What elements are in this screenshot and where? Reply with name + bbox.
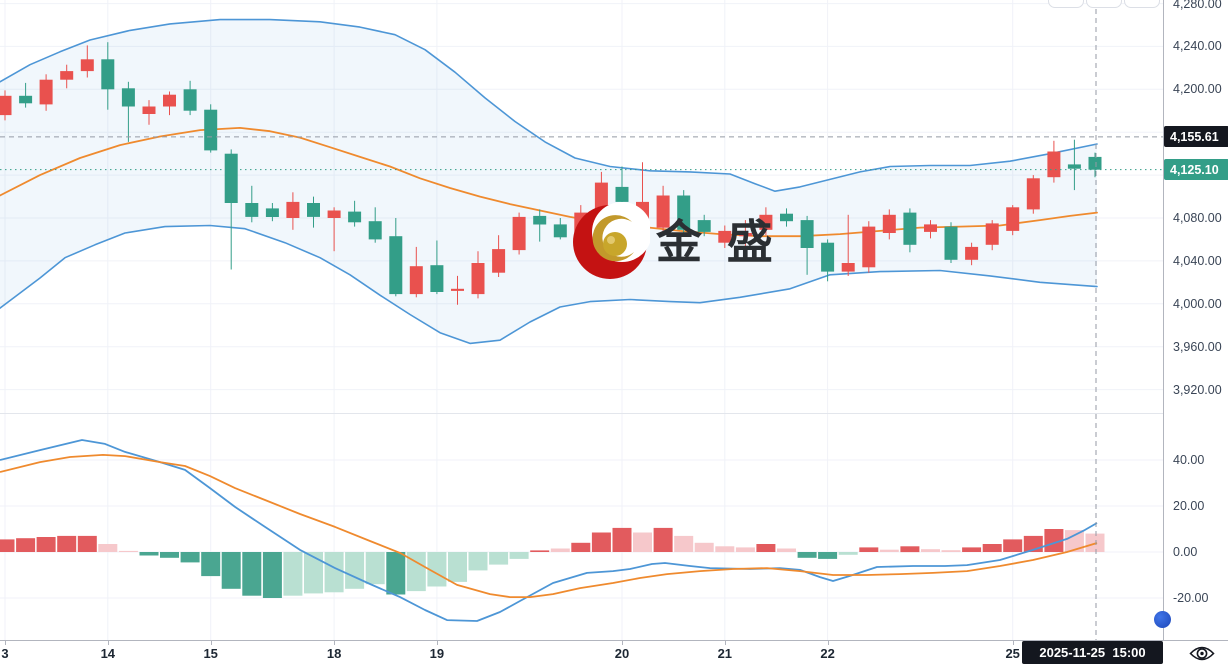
toolbar-button-3[interactable] bbox=[1124, 0, 1160, 8]
time-axis-tick bbox=[724, 641, 726, 645]
price-axis-label: 4,080.00 bbox=[1173, 211, 1222, 225]
time-axis-label: 19 bbox=[429, 646, 445, 661]
price-axis-label: 4,000.00 bbox=[1173, 296, 1222, 311]
price-axis-label: 3,960.00 bbox=[1173, 339, 1222, 354]
crosshair-time-value: 2025-11-25 15:00 bbox=[1039, 645, 1146, 660]
bollinger-band-fill bbox=[0, 19, 1097, 344]
time-axis-tick bbox=[622, 641, 623, 645]
price-axis-label: 4,280.00 bbox=[1173, 0, 1222, 11]
time-axis-label: 3 bbox=[1, 646, 9, 661]
toolbar-button-1[interactable] bbox=[1048, 0, 1084, 8]
macd-axis-label: 0.00 bbox=[1173, 545, 1198, 559]
macd-histogram bbox=[0, 527, 1105, 598]
price-axis-label: 4,240.00 bbox=[1173, 39, 1222, 54]
last-price-value: 4,125.10 bbox=[1170, 162, 1219, 177]
candlestick-series bbox=[0, 42, 1102, 305]
time-axis-tick bbox=[210, 641, 212, 645]
time-axis-tick bbox=[5, 641, 6, 645]
time-axis-tick bbox=[107, 641, 109, 645]
time-axis-label: 20 bbox=[614, 646, 630, 661]
chart-canvas[interactable] bbox=[0, 0, 1163, 640]
price-axis-label: 4,200.00 bbox=[1173, 82, 1222, 97]
time-axis-label: 18 bbox=[326, 646, 342, 661]
bollinger-upper-line bbox=[0, 18, 1098, 192]
macd-axis-label: 40.00 bbox=[1173, 453, 1205, 467]
macd-dea-line bbox=[0, 453, 1098, 598]
price-axis[interactable]: 4,155.61 4,125.10 4,280.00 4,240.00 4,200.… bbox=[1163, 0, 1228, 640]
last-price-badge: 4,125.10 bbox=[1164, 159, 1228, 181]
time-axis-tick bbox=[436, 641, 438, 645]
time-axis-label: 15 bbox=[203, 646, 218, 661]
bollinger-lower-line bbox=[0, 224, 1098, 345]
crosshair-price-value: 4,155.61 bbox=[1170, 129, 1219, 144]
crosshair-time-badge: 2025-11-25 15:00 bbox=[1022, 641, 1163, 664]
crosshair-price-badge: 4,155.61 bbox=[1164, 126, 1228, 148]
time-axis-label: 25 bbox=[1005, 646, 1020, 661]
toolbar-button-2[interactable] bbox=[1086, 0, 1122, 8]
time-axis-label: 22 bbox=[820, 646, 835, 661]
price-axis-label: 4,040.00 bbox=[1173, 253, 1222, 268]
panel-divider[interactable] bbox=[0, 413, 1228, 414]
panel-collapse-button[interactable] bbox=[1154, 611, 1171, 628]
time-axis-label: 14 bbox=[100, 646, 116, 661]
price-axis-label: 3,920.00 bbox=[1173, 382, 1222, 397]
macd-dif-line bbox=[0, 439, 1098, 622]
time-axis-tick bbox=[334, 641, 336, 645]
visibility-eye-icon[interactable] bbox=[1188, 644, 1216, 663]
time-axis-label: 21 bbox=[717, 646, 733, 661]
macd-axis-label: 20.00 bbox=[1173, 499, 1205, 513]
macd-axis-label: -20.00 bbox=[1173, 591, 1209, 605]
time-axis-tick bbox=[827, 641, 829, 645]
time-axis-tick bbox=[1012, 641, 1014, 645]
